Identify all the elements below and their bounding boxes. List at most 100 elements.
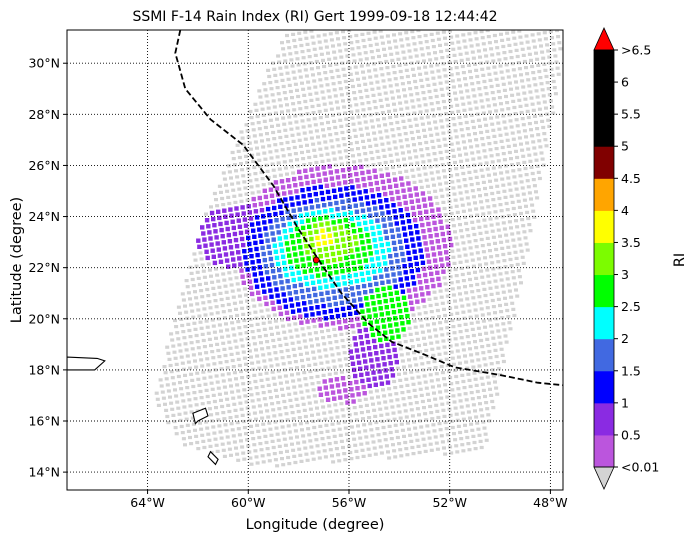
swath-pixel — [204, 388, 209, 392]
swath-pixel — [430, 70, 435, 74]
rain-pixel — [252, 234, 257, 239]
swath-pixel — [201, 338, 206, 343]
rain-pixel — [376, 262, 382, 267]
swath-pixel — [328, 32, 333, 36]
swath-pixel — [445, 395, 450, 399]
swath-pixel — [416, 444, 421, 448]
swath-pixel — [428, 373, 433, 377]
swath-pixel — [493, 210, 498, 214]
swath-pixel — [298, 352, 303, 356]
rain-pixel — [322, 240, 327, 246]
swath-pixel — [504, 201, 509, 206]
swath-pixel — [462, 108, 467, 112]
swath-pixel — [525, 248, 530, 252]
rain-pixel — [359, 372, 364, 378]
swath-pixel — [458, 399, 463, 403]
rain-pixel — [405, 212, 411, 218]
rain-pixel — [398, 277, 403, 282]
rain-pixel — [219, 227, 224, 233]
rain-pixel — [228, 207, 233, 212]
swath-pixel — [259, 341, 263, 345]
swath-pixel — [268, 118, 273, 122]
swath-pixel — [273, 143, 278, 147]
rain-pixel — [384, 235, 389, 241]
swath-pixel — [164, 408, 169, 412]
rain-pixel — [326, 227, 331, 232]
swath-pixel — [454, 444, 459, 448]
swath-pixel — [420, 84, 425, 89]
swath-pixel — [470, 258, 475, 262]
swath-pixel — [369, 150, 374, 155]
swath-pixel — [468, 246, 473, 250]
swath-pixel — [456, 40, 461, 44]
swath-pixel — [231, 157, 236, 161]
rain-pixel — [280, 185, 286, 190]
swath-pixel — [454, 305, 459, 309]
swath-pixel — [307, 86, 312, 90]
swath-pixel — [496, 260, 501, 264]
rain-pixel — [261, 283, 266, 288]
swath-pixel — [452, 400, 457, 404]
swath-pixel — [535, 127, 540, 131]
rain-pixel — [278, 242, 284, 247]
swath-pixel — [351, 84, 355, 89]
swath-pixel — [239, 199, 244, 203]
rain-pixel — [365, 302, 370, 307]
swath-pixel — [528, 90, 533, 94]
swath-pixel — [255, 114, 260, 119]
rain-pixel — [305, 218, 311, 223]
swath-pixel — [484, 438, 489, 442]
swath-pixel — [496, 121, 501, 125]
swath-pixel — [318, 147, 323, 151]
colorbar-tick-label: 1 — [621, 395, 629, 410]
swath-pixel — [425, 115, 430, 119]
swath-pixel — [471, 264, 476, 268]
swath-pixel — [371, 163, 376, 167]
swath-pixel — [479, 408, 484, 412]
swath-pixel — [193, 397, 198, 401]
swath-pixel — [410, 345, 415, 349]
swath-pixel — [327, 57, 332, 61]
rain-pixel — [350, 393, 355, 398]
swath-pixel — [485, 129, 490, 133]
rain-pixel — [344, 325, 349, 330]
swath-pixel — [250, 430, 255, 435]
swath-pixel — [460, 272, 465, 277]
swath-pixel — [158, 378, 163, 382]
swath-pixel — [466, 202, 471, 206]
swath-pixel — [247, 450, 252, 454]
swath-pixel — [356, 46, 361, 50]
rain-pixel — [302, 301, 307, 306]
swath-pixel — [476, 427, 481, 431]
swath-pixel — [490, 91, 495, 95]
swath-pixel — [215, 204, 220, 208]
swath-pixel — [509, 125, 514, 129]
swath-pixel — [488, 318, 492, 322]
rain-pixel — [288, 297, 294, 302]
swath-pixel — [313, 362, 318, 366]
swath-pixel — [241, 419, 246, 424]
swath-pixel — [327, 335, 332, 339]
rain-pixel — [224, 220, 229, 226]
swath-pixel — [435, 170, 440, 174]
swath-pixel — [430, 316, 435, 320]
rain-pixel — [436, 276, 441, 282]
swath-pixel — [484, 300, 489, 304]
rain-pixel — [244, 229, 250, 234]
swath-pixel — [434, 441, 439, 445]
rain-pixel — [280, 216, 285, 222]
swath-pixel — [196, 447, 201, 451]
rain-pixel — [262, 289, 267, 294]
swath-pixel — [296, 94, 301, 99]
swath-pixel — [297, 31, 302, 35]
swath-pixel — [448, 413, 453, 417]
swath-pixel — [217, 184, 222, 188]
swath-pixel — [483, 394, 487, 399]
swath-pixel — [201, 370, 206, 374]
swath-pixel — [480, 206, 485, 210]
swath-pixel — [296, 340, 301, 344]
swath-pixel — [519, 73, 523, 77]
swath-pixel — [495, 254, 500, 258]
swath-pixel — [229, 283, 234, 287]
rain-pixel — [409, 300, 414, 305]
